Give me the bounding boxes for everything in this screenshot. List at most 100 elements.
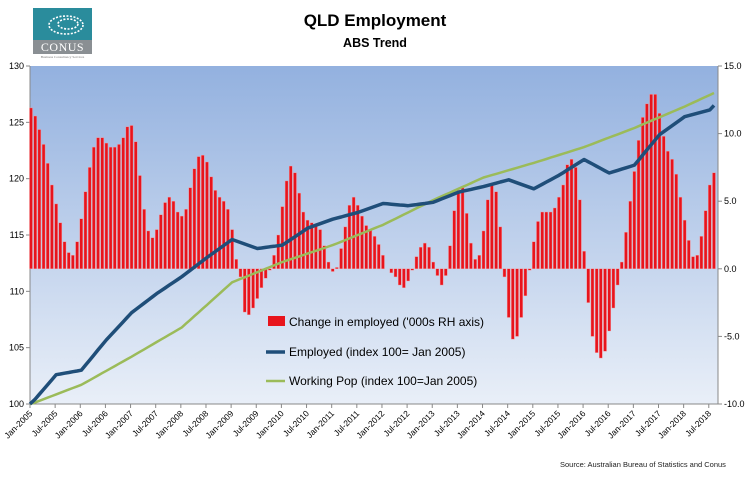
bar-change-employed [50,184,54,269]
bar-change-employed [444,268,448,276]
bar-change-employed [674,173,678,270]
bar-change-employed [574,167,578,269]
left-tick-label: 120 [9,174,24,184]
bar-change-employed [234,259,239,269]
bar-change-employed [682,219,687,270]
legend-label-working-pop: Working Pop (index 100=Jan 2005) [289,374,477,388]
bar-change-employed [29,107,33,270]
right-tick-label: 5.0 [724,196,737,206]
x-tick-label: Jul-2018 [683,408,713,438]
bar-change-employed [607,268,611,332]
bar-change-employed [310,222,314,269]
bar-change-employed [37,129,42,270]
left-tick-label: 100 [9,399,24,409]
bar-change-employed [423,242,427,269]
bar-change-employed [217,196,222,269]
left-tick-label: 125 [9,117,24,127]
bar-change-employed [603,268,607,352]
bar-change-employed [615,268,620,286]
bar-change-employed [389,268,394,274]
bar-change-employed [284,180,289,269]
bar-change-employed [79,218,83,269]
bar-change-employed [486,199,490,270]
bar-change-employed [477,255,482,269]
bar-change-employed [515,268,519,337]
bar-change-employed [594,268,599,353]
bar-change-employed [46,163,50,269]
bar-change-employed [536,221,540,269]
left-tick-label: 105 [9,343,24,353]
bar-change-employed [175,211,180,270]
bar-change-employed [469,242,473,269]
bar-change-employed [113,146,117,269]
bar-change-employed [569,159,574,269]
bar-change-employed [339,248,343,270]
bar-change-employed [259,268,264,288]
x-tick-label: Jan-2011 [304,408,336,440]
bar-change-employed [452,210,456,270]
bar-change-employed [62,241,67,269]
bar-change-employed [121,137,125,270]
logo-name: CONUS [33,40,92,54]
bar-change-employed [96,137,100,270]
bar-change-employed [242,268,247,313]
bar-change-employed [691,256,695,269]
x-tick-label: Jan-2007 [103,408,135,440]
bar-change-employed [167,196,171,269]
bar-change-employed [230,229,234,269]
bar-change-employed [641,117,645,269]
x-tick-label: Jan-2013 [405,408,437,440]
bar-change-employed [544,211,549,270]
bar-change-employed [58,222,63,269]
bar-change-employed [565,164,570,269]
bar-change-employed [695,255,699,269]
bar-change-employed [129,125,134,269]
bar-change-employed [393,268,398,278]
bar-change-employed [150,237,155,269]
bar-change-employed [494,191,498,269]
bar-change-employed [301,211,306,270]
bar-change-employed [238,268,243,278]
bar-change-employed [377,244,381,270]
bar-change-employed [71,255,75,269]
bar-change-employed [678,196,683,269]
bar-change-employed [125,126,130,270]
bar-change-employed [657,113,662,269]
bar-change-employed [418,246,423,269]
bar-change-employed [276,234,280,269]
bar-change-employed [439,268,444,286]
x-tick-label: Jan-2015 [505,408,537,440]
bar-change-employed [687,240,691,270]
bar-change-employed [465,213,469,269]
bar-change-employed [192,168,197,269]
bar-change-employed [171,200,176,269]
bar-change-employed [335,267,339,269]
bar-change-employed [628,200,632,269]
bar-change-employed [205,161,209,270]
bar-change-employed [532,241,536,269]
bar-change-employed [41,144,46,270]
bar-change-employed [372,236,377,270]
x-tick-label: Jan-2006 [53,408,85,440]
bar-change-employed [699,236,704,270]
right-tick-label: 15.0 [724,61,742,71]
bar-change-employed [406,268,410,282]
bar-change-employed [540,211,544,270]
bar-change-employed [473,259,477,269]
bar-change-employed [54,203,58,270]
bar-change-employed [351,196,356,269]
bar-change-employed [498,226,502,269]
bar-change-employed [502,268,507,278]
bar-change-employed [272,255,276,269]
line-employed [28,104,716,406]
bar-change-employed [117,144,121,270]
bar-change-employed [75,241,79,269]
bar-change-employed [414,256,419,269]
x-tick-label: Jan-2008 [153,408,185,440]
left-tick-label: 130 [9,61,24,71]
bar-change-employed [180,215,184,270]
bar-change-employed [519,268,523,318]
x-tick-label: Jan-2016 [555,408,587,440]
bar-change-employed [343,226,347,269]
